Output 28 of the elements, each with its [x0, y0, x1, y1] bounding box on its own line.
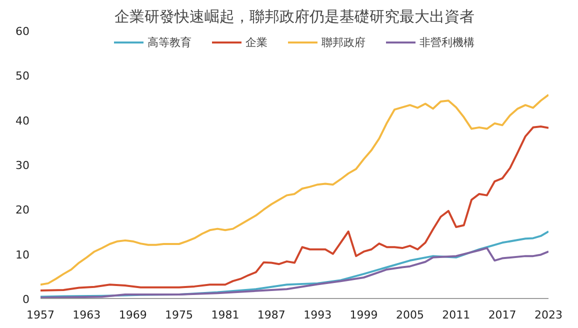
- y-tick-label: 50: [16, 70, 30, 83]
- y-tick-label: 10: [16, 248, 30, 262]
- x-tick-label: 2011: [442, 308, 470, 322]
- x-tick-label: 1993: [304, 308, 332, 322]
- line-series: [40, 230, 548, 298]
- x-tick-label: 2017: [488, 308, 516, 322]
- legend-label: 非營利機構: [420, 34, 474, 50]
- line-series: [40, 94, 548, 286]
- x-tick-label: 2005: [396, 308, 424, 322]
- x-tick-label: 1999: [350, 308, 378, 322]
- y-tick-label: 30: [16, 159, 30, 172]
- x-tick-label: 1963: [72, 308, 101, 322]
- x-tick-label: 1981: [211, 308, 240, 322]
- x-tick-label: 1987: [257, 308, 286, 322]
- x-tick-label: 1957: [26, 308, 55, 322]
- legend-label: 高等教育: [148, 34, 192, 50]
- y-tick-label: 40: [16, 114, 30, 128]
- x-tick-label: 2023: [534, 308, 563, 322]
- line-series: [40, 247, 548, 298]
- y-tick-label: 60: [16, 25, 30, 38]
- line-series: [40, 126, 548, 292]
- chart-title: 企業研發快速崛起，聯邦政府仍是基礎研究最大出資者: [114, 8, 474, 26]
- legend-label: 企業: [246, 34, 268, 50]
- legend-label: 聯邦政府: [322, 34, 366, 50]
- x-tick-label: 1969: [118, 308, 147, 322]
- y-tick-label: 0: [22, 293, 30, 306]
- x-tick-label: 1975: [165, 308, 194, 322]
- y-tick-label: 20: [16, 204, 30, 217]
